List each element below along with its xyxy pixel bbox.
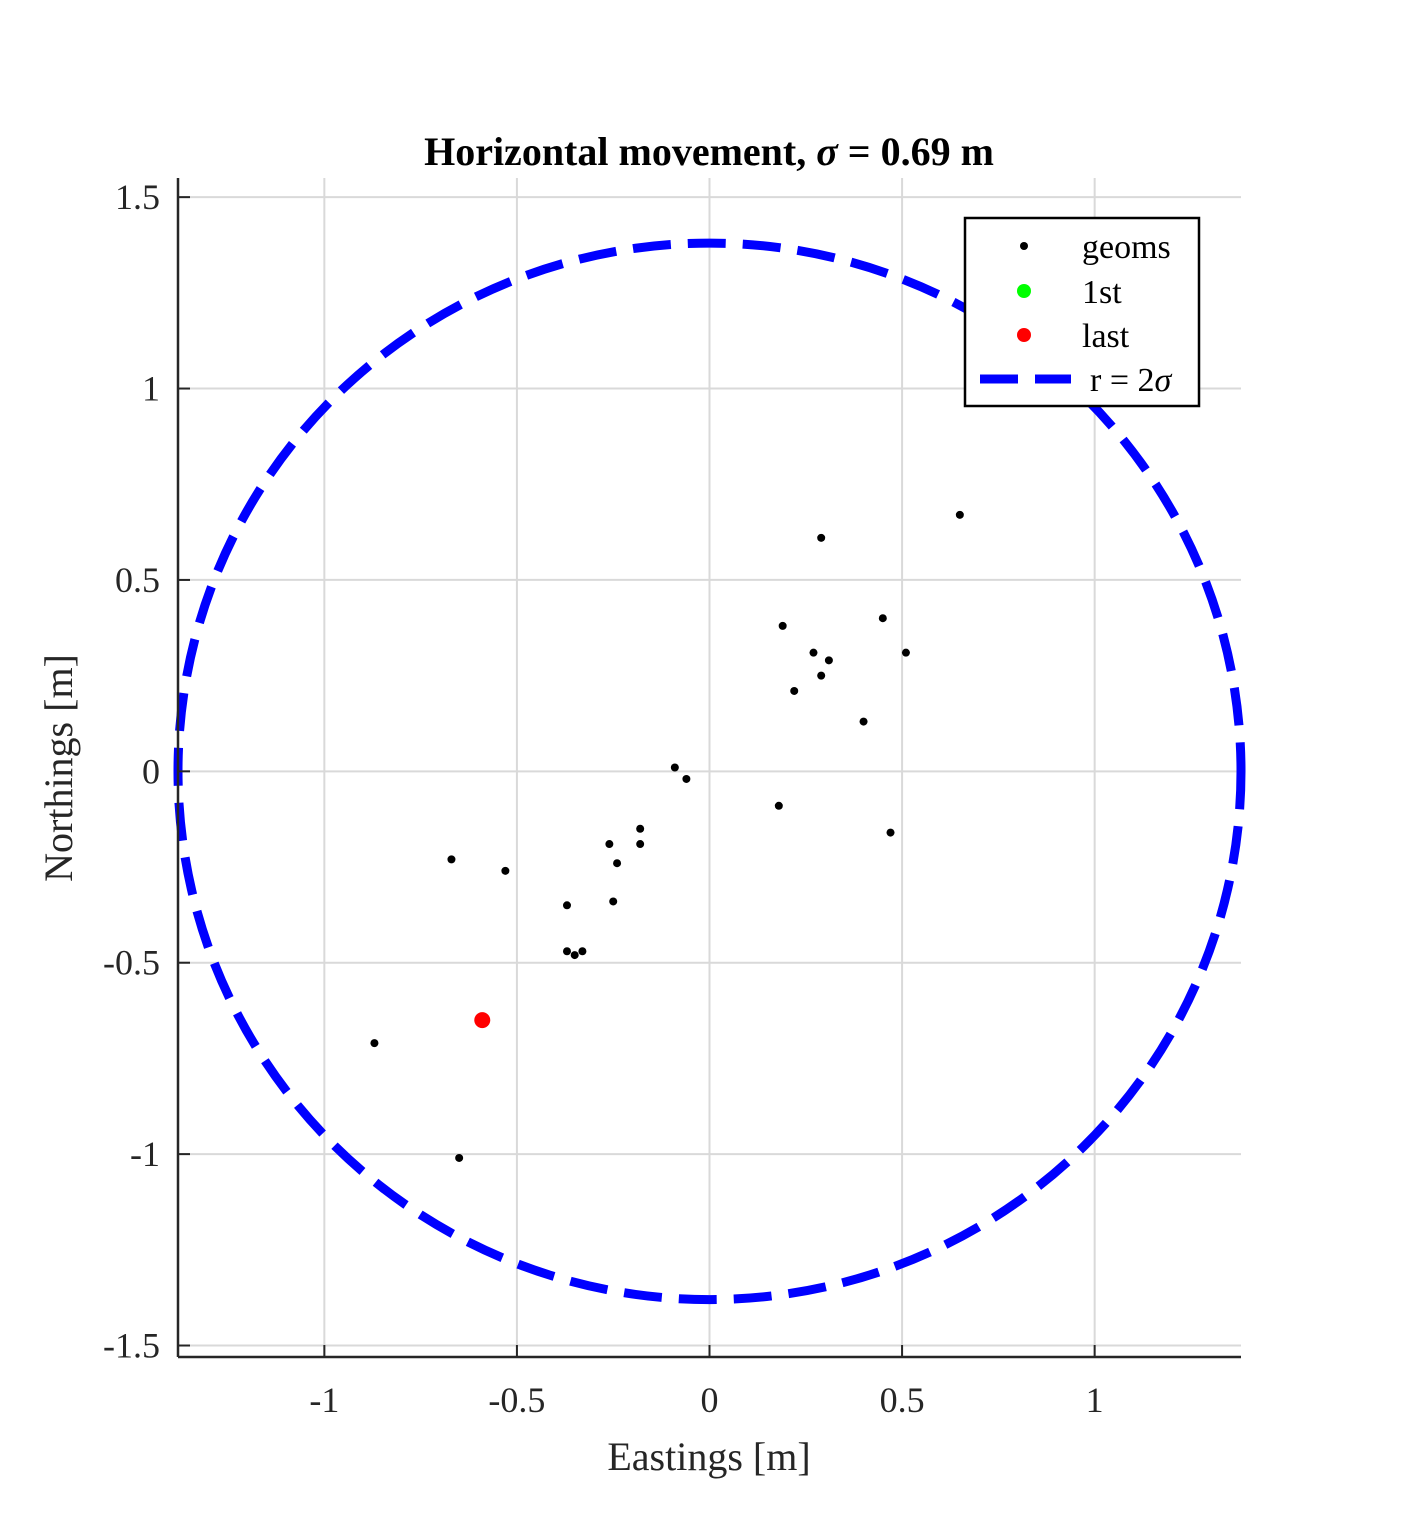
point-geoms (570, 951, 579, 960)
x-axis-label: Eastings [m] (607, 1434, 810, 1479)
point-geoms (455, 1153, 464, 1162)
point-geoms (501, 866, 510, 875)
x-tick-label: 0 (701, 1380, 719, 1420)
point-geoms (605, 840, 614, 849)
legend-marker-last (1017, 328, 1031, 342)
legend-marker-geoms (1020, 242, 1028, 250)
y-tick-label: -0.5 (103, 943, 160, 983)
point-geoms (901, 648, 910, 657)
point-geoms (824, 656, 833, 665)
points-layer (370, 510, 964, 1162)
point-geoms (955, 510, 964, 519)
ticks: -1 -0.5 0 0.5 1 -1.5 -1 -0.5 0 0.5 1 1.5 (103, 177, 1104, 1420)
point-geoms (809, 648, 818, 657)
y-tick-label: -1.5 (103, 1326, 160, 1366)
legend-marker-1st (1017, 284, 1031, 298)
y-tick-label: 1.5 (115, 177, 160, 217)
point-geoms (790, 686, 799, 695)
point-geoms (859, 717, 868, 726)
x-tick-label: 0.5 (880, 1380, 925, 1420)
point-geoms (670, 763, 679, 772)
point-geoms (878, 614, 887, 623)
point-last (474, 1012, 491, 1029)
point-geoms (636, 824, 645, 833)
y-tick-label: 1 (142, 369, 160, 409)
point-geoms (447, 855, 456, 864)
x-tick-label: 1 (1086, 1380, 1104, 1420)
x-tick-label: -0.5 (488, 1380, 545, 1420)
legend-label-circle: r = 2σ (1090, 362, 1173, 399)
point-geoms (578, 947, 587, 956)
point-geoms (613, 859, 622, 868)
chart-title: Horizontal movement, σ = 0.69 m (424, 129, 994, 174)
point-geoms (682, 774, 691, 783)
point-geoms (562, 901, 571, 910)
legend-label-last: last (1082, 318, 1130, 355)
x-tick-label: -1 (309, 1380, 339, 1420)
y-tick-label: 0 (142, 751, 160, 791)
point-geoms (636, 840, 645, 849)
point-geoms (370, 1039, 379, 1048)
point-geoms (817, 671, 826, 680)
point-geoms (886, 828, 895, 837)
point-geoms (817, 533, 826, 542)
point-geoms (778, 621, 787, 630)
y-tick-label: 0.5 (115, 560, 160, 600)
point-geoms (609, 897, 618, 906)
point-geoms (774, 801, 783, 810)
y-axis-label: Northings [m] (36, 654, 81, 882)
legend-label-geoms: geoms (1082, 229, 1171, 266)
y-tick-label: -1 (130, 1134, 160, 1174)
point-geoms (562, 947, 571, 956)
legend: geoms 1st last r = 2σ (963, 216, 1201, 408)
legend-label-1st: 1st (1082, 274, 1122, 311)
